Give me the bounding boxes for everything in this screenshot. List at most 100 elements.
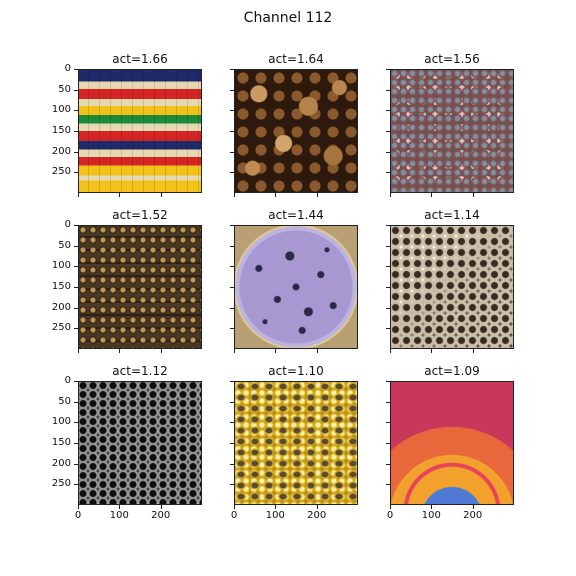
y-tick bbox=[230, 287, 234, 288]
y-tick-label: 100 bbox=[41, 260, 71, 272]
y-tick-label: 200 bbox=[41, 458, 71, 470]
x-tick bbox=[161, 349, 162, 353]
panel-title: act=1.52 bbox=[60, 208, 220, 222]
y-tick-label: 0 bbox=[41, 63, 71, 75]
colony-dots bbox=[234, 225, 358, 349]
porous-sponge-image bbox=[390, 225, 514, 349]
y-tick bbox=[230, 131, 234, 132]
y-tick bbox=[386, 152, 390, 153]
x-tick bbox=[78, 505, 79, 509]
x-tick bbox=[317, 349, 318, 353]
y-tick bbox=[386, 246, 390, 247]
panel-title: act=1.64 bbox=[216, 52, 376, 66]
x-tick-label: 0 bbox=[219, 510, 249, 522]
y-tick-label: 50 bbox=[41, 84, 71, 96]
x-tick bbox=[317, 193, 318, 197]
y-tick-label: 200 bbox=[41, 302, 71, 314]
y-tick bbox=[230, 402, 234, 403]
x-tick bbox=[161, 505, 162, 509]
y-tick bbox=[230, 443, 234, 444]
y-tick-label: 250 bbox=[41, 478, 71, 490]
panel-metal-hexagonal-mesh bbox=[78, 381, 202, 505]
y-tick bbox=[386, 266, 390, 267]
bees-on-honeycomb-image bbox=[234, 381, 358, 505]
y-tick-label: 250 bbox=[41, 166, 71, 178]
x-tick bbox=[119, 505, 120, 509]
y-tick-label: 100 bbox=[41, 416, 71, 428]
x-tick-label: 200 bbox=[302, 510, 332, 522]
y-tick bbox=[386, 443, 390, 444]
y-tick bbox=[386, 402, 390, 403]
y-tick bbox=[74, 69, 78, 70]
y-tick bbox=[74, 422, 78, 423]
y-tick bbox=[386, 464, 390, 465]
y-tick bbox=[230, 246, 234, 247]
y-tick bbox=[230, 266, 234, 267]
x-tick bbox=[234, 193, 235, 197]
y-tick bbox=[74, 152, 78, 153]
x-tick bbox=[275, 193, 276, 197]
panel-porous-sponge bbox=[390, 225, 514, 349]
hot-air-balloon-interior-image bbox=[390, 381, 514, 505]
y-tick bbox=[74, 266, 78, 267]
panel-title: act=1.56 bbox=[372, 52, 532, 66]
y-tick bbox=[230, 152, 234, 153]
y-tick bbox=[230, 225, 234, 226]
y-tick-label: 150 bbox=[41, 125, 71, 137]
y-tick bbox=[74, 308, 78, 309]
x-tick-label: 0 bbox=[375, 510, 405, 522]
panel-title: act=1.10 bbox=[216, 364, 376, 378]
x-tick bbox=[431, 505, 432, 509]
bottle-caps-image bbox=[390, 69, 514, 193]
y-tick bbox=[386, 69, 390, 70]
y-tick bbox=[386, 381, 390, 382]
y-tick bbox=[230, 484, 234, 485]
y-tick bbox=[230, 308, 234, 309]
y-tick bbox=[230, 381, 234, 382]
petri-dish-colonies-image bbox=[234, 225, 358, 349]
x-tick bbox=[431, 349, 432, 353]
x-tick-label: 100 bbox=[104, 510, 134, 522]
x-tick-label: 100 bbox=[416, 510, 446, 522]
x-tick bbox=[473, 349, 474, 353]
panel-abacus bbox=[78, 69, 202, 193]
y-tick bbox=[386, 131, 390, 132]
y-tick-label: 100 bbox=[41, 104, 71, 116]
y-tick bbox=[386, 172, 390, 173]
x-tick bbox=[390, 193, 391, 197]
y-tick bbox=[74, 110, 78, 111]
x-tick bbox=[390, 349, 391, 353]
x-tick bbox=[275, 349, 276, 353]
y-tick bbox=[230, 464, 234, 465]
y-tick-label: 200 bbox=[41, 146, 71, 158]
y-tick bbox=[386, 308, 390, 309]
y-tick bbox=[74, 225, 78, 226]
y-tick bbox=[230, 90, 234, 91]
stacked-log-ends-image bbox=[234, 69, 358, 193]
y-tick bbox=[386, 90, 390, 91]
y-tick bbox=[74, 381, 78, 382]
y-tick-label: 150 bbox=[41, 437, 71, 449]
y-tick bbox=[386, 422, 390, 423]
y-tick bbox=[386, 110, 390, 111]
x-tick bbox=[234, 505, 235, 509]
stacked-cans-image bbox=[78, 225, 202, 349]
y-tick bbox=[74, 90, 78, 91]
x-tick bbox=[78, 349, 79, 353]
x-tick bbox=[234, 349, 235, 353]
y-tick bbox=[74, 328, 78, 329]
x-tick bbox=[119, 193, 120, 197]
x-tick bbox=[473, 193, 474, 197]
y-tick-label: 250 bbox=[41, 322, 71, 334]
panel-hot-air-balloon-interior bbox=[390, 381, 514, 505]
y-tick bbox=[74, 131, 78, 132]
x-tick bbox=[390, 505, 391, 509]
panel-bottle-caps bbox=[390, 69, 514, 193]
panel-petri-dish-colonies bbox=[234, 225, 358, 349]
panel-title: act=1.09 bbox=[372, 364, 532, 378]
y-tick bbox=[74, 443, 78, 444]
y-tick bbox=[230, 422, 234, 423]
y-tick bbox=[230, 110, 234, 111]
x-tick bbox=[431, 193, 432, 197]
x-tick-label: 0 bbox=[63, 510, 93, 522]
